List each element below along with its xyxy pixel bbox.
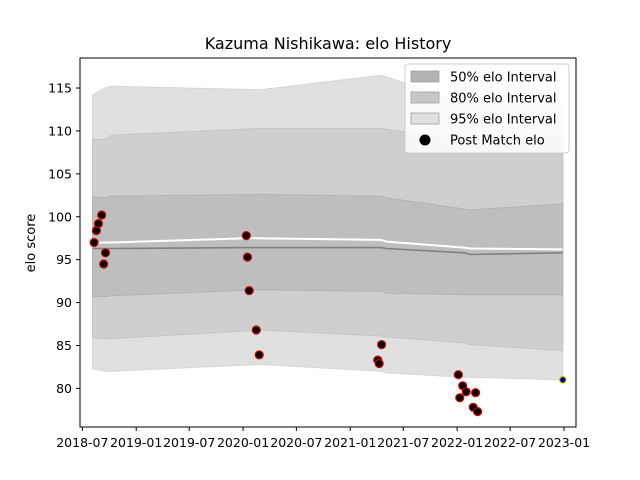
data-point (251, 325, 261, 335)
legend-swatch (410, 70, 440, 83)
legend-label: 95% elo Interval (450, 113, 557, 128)
y-tick-label: 110 (48, 123, 72, 138)
legend-label: 50% elo Interval (450, 71, 557, 86)
x-tick-label: 2022-01 (431, 435, 483, 450)
band-ci50 (92, 193, 564, 298)
axes: 2018-07 2019-01 2019-07 2020-01 2020-07 2021-… (48, 57, 590, 450)
data-point (99, 259, 109, 269)
data-point (89, 237, 99, 248)
data-point (471, 388, 481, 398)
y-tick-label: 115 (48, 81, 72, 96)
legend-swatch (410, 91, 440, 104)
x-tick-label: 2022-07 (484, 435, 536, 450)
data-point (461, 387, 471, 397)
data-point (242, 252, 253, 262)
x-tick-label: 2021-07 (377, 435, 429, 450)
data-point (453, 370, 463, 380)
x-tick-label: 2020-07 (270, 435, 322, 450)
x-tick-label: 2023-01 (538, 435, 590, 450)
y-tick-label: 95 (56, 252, 72, 267)
x-tick-label: 2019-07 (163, 435, 215, 450)
x-tick-label: 2020-01 (217, 435, 269, 450)
data-point (455, 393, 465, 403)
legend: 50% elo Interval 80% elo Interval 95% elo … (404, 63, 570, 154)
legend-label: Post Match elo (450, 134, 545, 149)
y-tick-label: 90 (56, 295, 72, 310)
y-tick-label: 80 (56, 381, 72, 396)
latest-data-point (558, 375, 567, 384)
data-point (97, 210, 107, 220)
legend-label: 80% elo Interval (450, 92, 557, 107)
y-axis-label: elo score (24, 214, 39, 273)
data-point (100, 248, 111, 258)
y-tick-label: 105 (48, 166, 72, 181)
y-tick-label: 100 (48, 209, 72, 224)
series-line-mean (92, 237, 563, 251)
y-tick-label: 85 (56, 338, 72, 353)
axes-frame (79, 57, 577, 428)
data-point (93, 219, 104, 229)
data-point (241, 231, 251, 241)
x-tick-label: 2019-01 (110, 435, 162, 450)
legend-marker (419, 134, 431, 146)
x-tick-label: 2018-07 (56, 435, 108, 450)
data-point (374, 358, 384, 369)
legend-swatch (410, 112, 440, 125)
data-point (254, 350, 264, 360)
data-point (473, 407, 483, 417)
x-tick-label: 2021-01 (324, 435, 376, 450)
data-point (244, 286, 254, 296)
chart-title: Kazuma Nishikawa: elo History (205, 34, 452, 53)
data-point (377, 340, 387, 350)
legend-box (404, 63, 570, 154)
